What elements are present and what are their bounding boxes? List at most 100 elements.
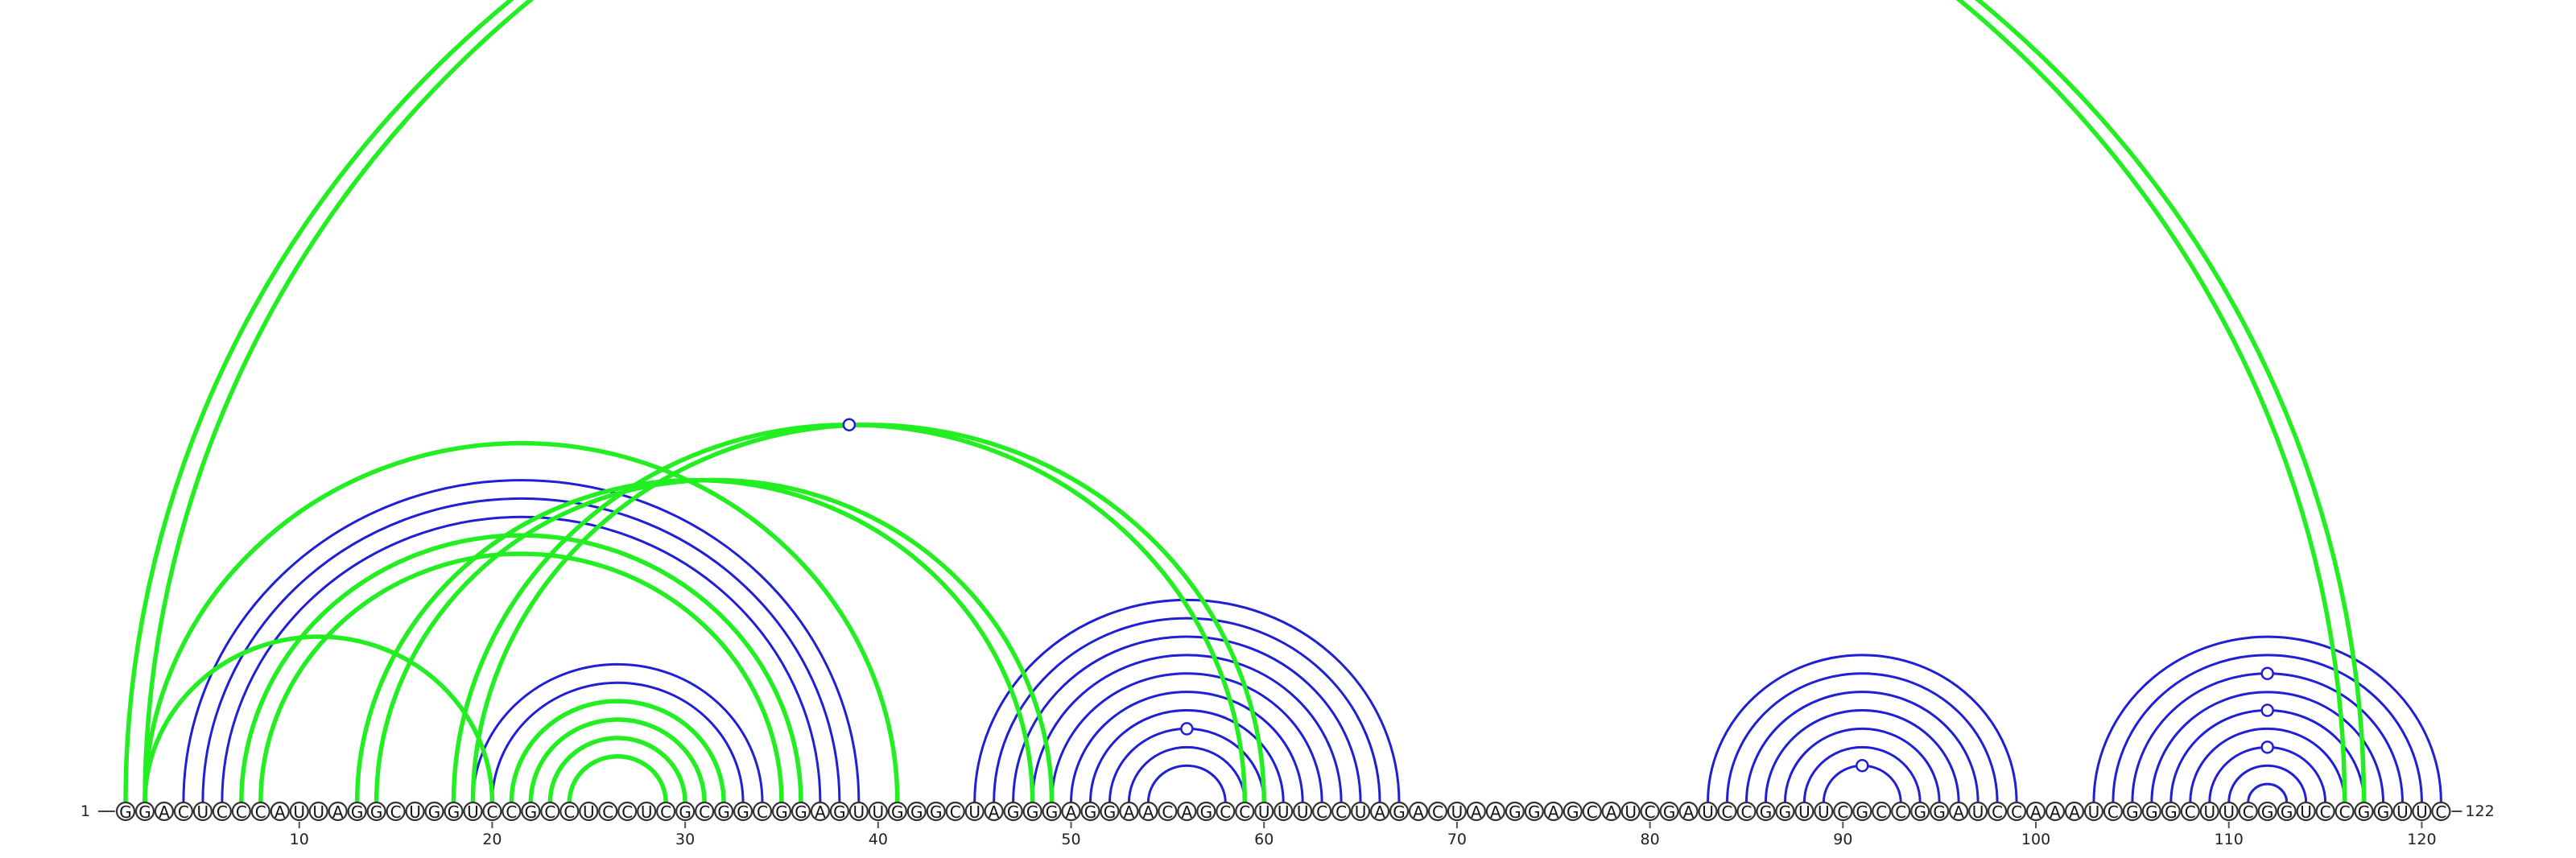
nucleotide-116: C bbox=[2334, 801, 2355, 822]
blue-arc-84-98 bbox=[1726, 672, 1999, 803]
nucleotide-45: U bbox=[964, 801, 985, 822]
nucleotide-letter: C bbox=[1837, 802, 1848, 822]
nucleotide-letter: C bbox=[564, 802, 575, 822]
nucleotide-letter: C bbox=[2185, 802, 2196, 822]
nucleotide-letter: U bbox=[409, 802, 421, 822]
nucleotide-112: G bbox=[2257, 801, 2277, 822]
nucleotide-letter: C bbox=[255, 802, 266, 822]
blue-arc-54-58 bbox=[1146, 764, 1227, 803]
nucleotide-37: A bbox=[810, 801, 831, 822]
nucleotide-letter: U bbox=[2396, 802, 2409, 822]
nucleotide-51: G bbox=[1080, 801, 1100, 822]
nucleotide-95: G bbox=[1930, 801, 1950, 822]
nucleotide-4: C bbox=[173, 801, 194, 822]
nucleotide-letter: C bbox=[1722, 802, 1733, 822]
blue-arc-87-95 bbox=[1783, 728, 1941, 803]
nucleotide-letter: C bbox=[544, 802, 555, 822]
nucleotide-letter: C bbox=[621, 802, 633, 822]
nucleotide-letter: G bbox=[1026, 802, 1039, 822]
blue-arc-86-96 bbox=[1764, 709, 1960, 803]
green-arc-19-60 bbox=[470, 422, 1266, 803]
nucleotide-letter: C bbox=[757, 802, 768, 822]
nucleotide-letter: G bbox=[737, 802, 749, 822]
blue-arc-45-67 bbox=[973, 598, 1401, 803]
tick-label-100: 100 bbox=[2021, 831, 2050, 848]
arc-marker-105-119 bbox=[2260, 666, 2274, 681]
blue-arc-88-94 bbox=[1802, 745, 1922, 803]
nucleotide-55: C bbox=[1158, 801, 1178, 822]
nucleotide-letter: G bbox=[119, 802, 132, 822]
nucleotide-letter: C bbox=[2320, 802, 2331, 822]
nucleotide-letter: G bbox=[1567, 802, 1579, 822]
blue-arc-110-114 bbox=[2227, 764, 2308, 803]
nucleotide-letter: C bbox=[1740, 802, 1752, 822]
nucleotide-letter: G bbox=[138, 802, 151, 822]
nucleotide-letter: U bbox=[293, 802, 305, 822]
nucleotide-11: U bbox=[308, 801, 328, 822]
nucleotide-12: A bbox=[328, 801, 348, 822]
green-arc-23-30 bbox=[547, 736, 687, 803]
nucleotide-letter: U bbox=[2300, 802, 2312, 822]
nucleotide-letter: G bbox=[2165, 802, 2178, 822]
nucleotide-letter: U bbox=[853, 802, 865, 822]
nucleotide-letter: A bbox=[2050, 802, 2061, 822]
nucleotide-letter: G bbox=[2358, 802, 2371, 822]
nucleotide-letter: C bbox=[2435, 802, 2446, 822]
nucleotide-30: G bbox=[675, 801, 696, 822]
nucleotide-letter: G bbox=[930, 802, 943, 822]
nucleotide-letter: G bbox=[428, 802, 441, 822]
nucleotide-letter: G bbox=[448, 802, 460, 822]
blue-arc-103-121 bbox=[2092, 635, 2442, 803]
nucleotide-letter: G bbox=[679, 802, 691, 822]
blue-arc-24-29 bbox=[568, 755, 667, 803]
blue-arc-6-37 bbox=[221, 515, 822, 803]
nucleotide-letter: G bbox=[1200, 802, 1213, 822]
nucleotide-113: G bbox=[2277, 801, 2297, 822]
blue-arc-104-120 bbox=[2112, 654, 2423, 803]
nucleotide-letter: C bbox=[602, 802, 613, 822]
blue-arc-50-62 bbox=[1070, 691, 1304, 803]
nucleotide-letter: G bbox=[1104, 802, 1117, 822]
nucleotide-29: C bbox=[656, 801, 676, 822]
nucleotide-66: A bbox=[1369, 801, 1390, 822]
nucleotide-letter: U bbox=[641, 802, 653, 822]
nucleotide-33: G bbox=[733, 801, 753, 822]
nucleotide-letter: A bbox=[1374, 802, 1385, 822]
nucleotide-108: C bbox=[2180, 801, 2200, 822]
nucleotide-114: U bbox=[2296, 801, 2316, 822]
tick-label-10: 10 bbox=[290, 831, 309, 848]
tick-label-110: 110 bbox=[2215, 831, 2244, 848]
nucleotide-58: C bbox=[1216, 801, 1236, 822]
nucleotide-121: C bbox=[2431, 801, 2451, 822]
nucleotide-34: C bbox=[752, 801, 773, 822]
nucleotide-50: A bbox=[1061, 801, 1081, 822]
blue-arc-111-113 bbox=[2247, 782, 2289, 803]
nucleotide-87: G bbox=[1775, 801, 1795, 822]
blue-arc-22-31 bbox=[529, 718, 706, 803]
nucleotide-80: C bbox=[1640, 801, 1660, 822]
nucleotide-letter: G bbox=[1933, 802, 1946, 822]
nucleotide-letter: A bbox=[2069, 802, 2080, 822]
nucleotide-86: G bbox=[1756, 801, 1776, 822]
nucleotide-letter: A bbox=[1490, 802, 1501, 822]
nucleotide-letter: C bbox=[1992, 802, 2003, 822]
green-arc-2-20 bbox=[142, 634, 495, 803]
nucleotide-18: G bbox=[444, 801, 464, 822]
nucleotide-letter: C bbox=[1645, 802, 1656, 822]
nucleotide-letter: U bbox=[1798, 802, 1810, 822]
nucleotide-49: G bbox=[1042, 801, 1062, 822]
blue-arc-83-99 bbox=[1707, 654, 2018, 803]
nucleotide-letter: U bbox=[968, 802, 980, 822]
nucleotide-letter: U bbox=[1972, 802, 1984, 822]
nucleotide-69: C bbox=[1427, 801, 1448, 822]
nucleotide-letter: A bbox=[1683, 802, 1695, 822]
nucleotide-letter: U bbox=[2416, 802, 2428, 822]
blue-arc-106-118 bbox=[2150, 691, 2384, 803]
nucleotide-letter: U bbox=[467, 802, 479, 822]
nucleotide-96: A bbox=[1949, 801, 1969, 822]
nucleotide-letter: C bbox=[1876, 802, 1887, 822]
nucleotide-106: G bbox=[2141, 801, 2161, 822]
arc-marker-89-93 bbox=[1856, 758, 1869, 773]
nucleotide-10: U bbox=[289, 801, 309, 822]
tick-label-70: 70 bbox=[1447, 831, 1467, 848]
